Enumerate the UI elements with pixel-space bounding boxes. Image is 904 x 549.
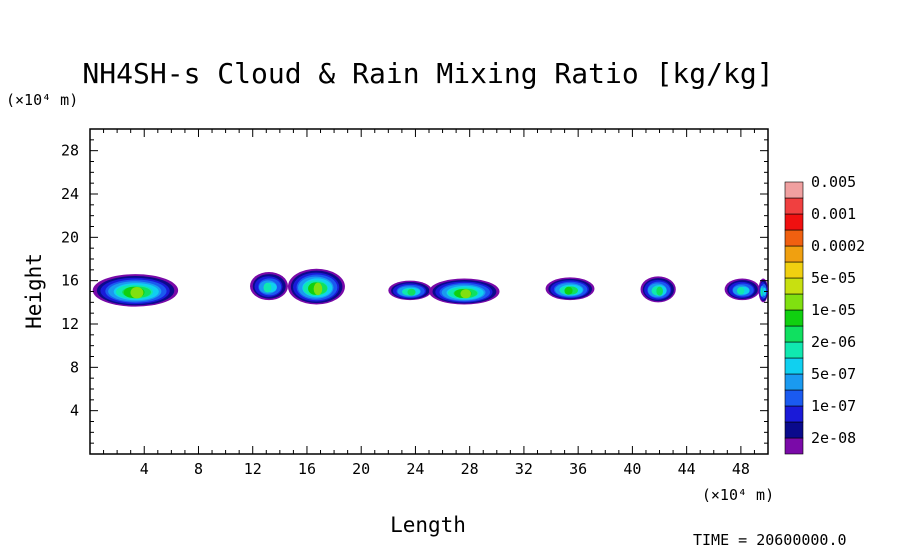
chart-title: NH4SH-s Cloud & Rain Mixing Ratio [kg/kg…	[82, 57, 773, 90]
cloud-blob-band	[564, 286, 573, 295]
colorbar-label: 1e-05	[811, 301, 856, 319]
colorbar-swatch	[784, 389, 804, 407]
x-tick-label: 40	[623, 460, 641, 478]
colorbar-swatch	[784, 245, 804, 263]
colorbar-label: 0.0002	[811, 237, 865, 255]
y-axis-ticks: 4 8 12 16 20 24 28	[61, 139, 768, 444]
colorbar-label: 0.005	[811, 173, 856, 191]
cloud-blob-band	[263, 282, 272, 293]
x-tick-label: 8	[194, 460, 203, 478]
colorbar-swatch	[784, 421, 804, 439]
colorbar-swatch	[784, 405, 804, 423]
colorbar-swatch	[784, 197, 804, 215]
colorbar-label: 0.001	[811, 205, 856, 223]
x-tick-label: 44	[678, 460, 696, 478]
cloud-blob-band	[407, 288, 416, 296]
y-unit-label: (×10⁴ m)	[6, 91, 78, 109]
y-tick-label: 4	[70, 402, 79, 420]
y-tick-label: 12	[61, 315, 79, 333]
x-unit-label: (×10⁴ m)	[702, 486, 774, 504]
y-tick-label: 28	[61, 142, 79, 160]
y-tick-label: 8	[70, 358, 79, 376]
colorbar-swatch	[784, 213, 804, 231]
cloud-blob-band	[460, 289, 472, 299]
x-tick-label: 36	[569, 460, 587, 478]
cloud-blob-band	[656, 286, 663, 296]
colorbar-label: 5e-05	[811, 269, 856, 287]
colorbar-label: 2e-08	[811, 429, 856, 447]
x-tick-label: 16	[298, 460, 316, 478]
colorbar-label: 1e-07	[811, 397, 856, 415]
colorbar-swatch	[784, 325, 804, 343]
cloud-blob-band	[737, 287, 745, 295]
colorbar-swatch	[784, 261, 804, 279]
colorbar: 2e-08 1e-07 5e-07 2e-06 1e-05 5e-05 0.0002 0.00…	[784, 173, 865, 455]
y-tick-label: 24	[61, 185, 79, 203]
x-axis-label: Length	[390, 513, 466, 537]
x-tick-label: 20	[352, 460, 370, 478]
colorbar-swatch	[784, 309, 804, 327]
colorbar-swatch	[784, 357, 804, 375]
cloud-blob-band	[130, 286, 144, 299]
colorbar-label: 2e-06	[811, 333, 856, 351]
cloud-blob-band	[313, 282, 323, 296]
colorbar-swatch	[784, 373, 804, 391]
y-axis-label: Height	[22, 253, 46, 329]
y-tick-label: 16	[61, 272, 79, 290]
x-tick-label: 24	[406, 460, 424, 478]
colorbar-swatch	[784, 437, 804, 455]
x-axis-ticks: 4 8 12 16 20 24 28 32 36 40 44 48	[103, 129, 755, 478]
x-tick-label: 28	[461, 460, 479, 478]
colorbar-swatch	[784, 277, 804, 295]
x-tick-label: 32	[515, 460, 533, 478]
x-tick-label: 48	[732, 460, 750, 478]
cloud-field	[92, 268, 769, 307]
colorbar-swatch	[784, 341, 804, 359]
y-tick-label: 20	[61, 228, 79, 246]
colorbar-swatch	[784, 293, 804, 311]
cloud-blob-band	[760, 287, 763, 297]
x-tick-label: 4	[140, 460, 149, 478]
time-label: TIME = 20600000.0	[693, 531, 847, 549]
colorbar-swatch	[784, 181, 804, 199]
colorbar-label: 5e-07	[811, 365, 856, 383]
x-tick-label: 12	[244, 460, 262, 478]
colorbar-swatch	[784, 229, 804, 247]
